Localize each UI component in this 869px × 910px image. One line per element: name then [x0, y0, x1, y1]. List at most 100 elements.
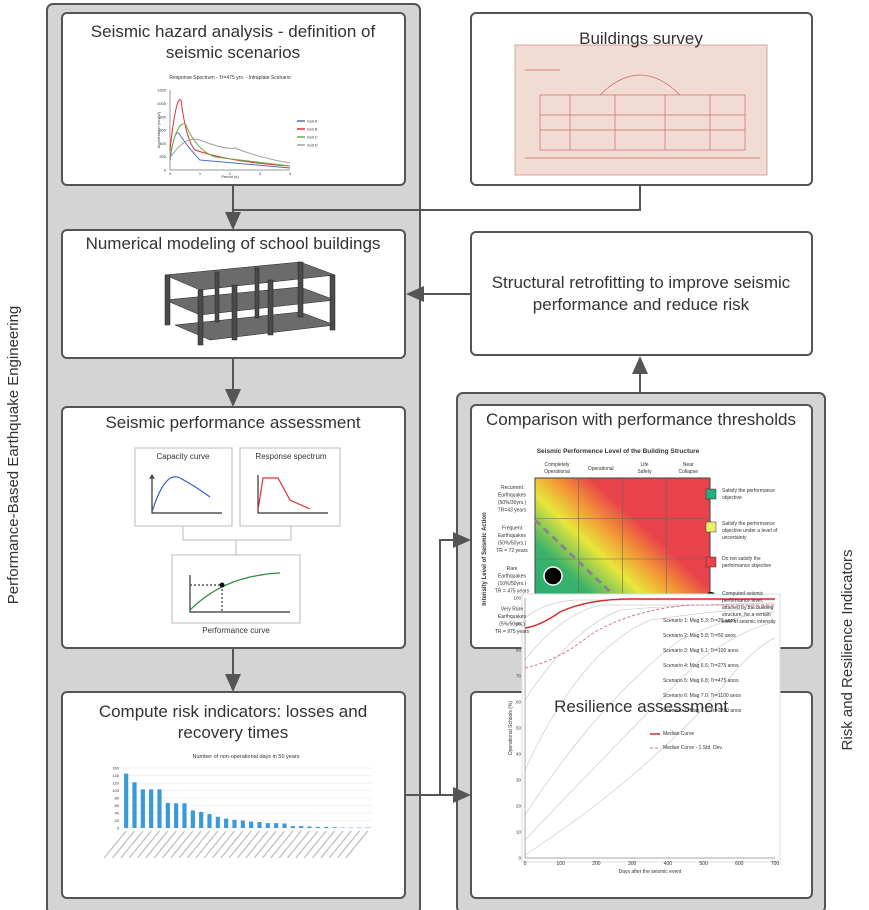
bar [216, 817, 220, 828]
axis-label: Days after the seismic event [619, 869, 682, 875]
axis-label: Intensity Level of Seismic Action [482, 512, 488, 606]
tick-label: 400 [159, 141, 166, 146]
bar [241, 821, 245, 829]
tick-label: 30 [516, 778, 522, 783]
resilience-chart [522, 594, 780, 862]
bar [291, 826, 295, 828]
bar [199, 812, 203, 828]
box-title: Buildings survey [579, 29, 703, 48]
matrix-title: Seismic Performence Level of the Buildin… [537, 448, 700, 455]
tick-label: 90 [516, 622, 522, 627]
tick-label: 400 [664, 861, 673, 867]
tick-label: 40 [115, 811, 120, 816]
legend-label: Soil C [307, 135, 318, 140]
box-title: Structural retrofitting to improve seism… [492, 273, 791, 292]
bar [274, 823, 278, 828]
tick-label: 800 [159, 114, 166, 119]
tick-label: 40 [516, 752, 522, 757]
row-label: (50%/30yrs.) [498, 500, 527, 506]
bar [266, 823, 270, 828]
tick-label: 500 [699, 861, 708, 867]
box-title: seismic scenarios [166, 43, 300, 62]
bar [124, 774, 128, 828]
bar [191, 810, 195, 828]
tick-label: 1200 [157, 88, 167, 93]
tick-label: 200 [592, 861, 601, 867]
tick-label: 100 [112, 788, 119, 793]
tick-label: 100 [557, 861, 566, 867]
bar [232, 820, 236, 828]
side-label: Performance-Based Earthquake Engineering [5, 306, 22, 605]
tick-label: 80 [115, 796, 120, 801]
blueprint [515, 45, 767, 175]
row-label: Recurrent [501, 485, 524, 491]
row-label: (5%/50yrs.) [499, 622, 525, 628]
tick-label: 50 [516, 726, 522, 731]
legend-label: Soil A [307, 119, 318, 124]
row-label: Earthquakes [498, 493, 527, 499]
legend-label: Scenario 5: Mag 6.8; Tr=475 anos [663, 678, 739, 684]
box-title: Numerical modeling of school buildings [86, 234, 381, 253]
box-title: Seismic hazard analysis - definition of [91, 22, 376, 41]
tick-label: 80 [516, 648, 522, 653]
tick-label: 200 [159, 154, 166, 159]
legend-label: Median Curve - 1 Std. Dev. [663, 745, 723, 751]
bar [282, 824, 286, 829]
legend-label: uncertainty [722, 535, 747, 541]
tick-label: 20 [115, 818, 120, 823]
page: {"side_labels":{"left":"Performance-Base… [0, 0, 869, 910]
panel-title: Response spectrum [255, 452, 326, 461]
bar [207, 814, 211, 828]
box-title: Comparison with performance thresholds [486, 410, 796, 429]
bar [166, 803, 170, 828]
bar [174, 803, 178, 828]
bar [224, 819, 228, 828]
panel-title: Capacity curve [157, 452, 210, 461]
tick-label: 100 [513, 596, 521, 601]
tick-label: 20 [516, 804, 522, 809]
row-label: Earthquakes [498, 533, 527, 539]
tick-label: 160 [112, 766, 119, 771]
chart-title: Number of non-operational days in 50 yea… [192, 754, 299, 760]
row-label: TR = 72 years [496, 548, 528, 554]
tick-label: 300 [628, 861, 637, 867]
column-label: Operational [544, 469, 570, 475]
row-label: Frequent [502, 526, 523, 532]
row-label: Earthquakes [498, 574, 527, 580]
legend-label: attained by the building [722, 605, 774, 611]
row-label: TR = 975 years [495, 629, 530, 635]
tick-label: 140 [112, 773, 119, 778]
bar [307, 827, 311, 829]
row-label: TR=43 years [498, 508, 527, 514]
bar [299, 826, 303, 828]
legend-label: Scenario 3: Mag 6.1; Tr=100 anos [663, 648, 739, 654]
column-label: Collapse [679, 469, 699, 475]
legend-label: Do not satisfy the [722, 556, 761, 562]
legend-label: Scenario 1: Mag 5.3; Tr=20 anos [663, 618, 736, 624]
row-label: (50%/50yrs.) [498, 541, 527, 547]
bar [141, 789, 145, 828]
bar [182, 803, 186, 828]
tick-label: 60 [115, 803, 120, 808]
diagram: 020406080100120140160 Performance-Based … [0, 0, 869, 910]
row-label: (10%/50yrs.) [498, 581, 527, 587]
legend-label: Scenario 7: Mag 7.1; Tr=2200 anos [663, 708, 742, 714]
tick-label: 700 [771, 861, 780, 867]
box-title: Seismic performance assessment [105, 413, 360, 432]
axis-label: Operational Schools (%) [508, 701, 514, 756]
bar [149, 789, 153, 828]
chart-text: Response Spectrum - Tr=475 yrs. - Intrap… [169, 75, 291, 81]
legend-label: Scenario 2: Mag 5.8; Tr=50 anos [663, 633, 736, 639]
legend-label: objective [722, 495, 742, 501]
tick-label: 70 [516, 674, 522, 679]
column-label: Safety [637, 469, 652, 475]
legend-label: Soil D [307, 143, 318, 148]
column-label: Near [683, 462, 694, 468]
legend-label: Computed seismic [722, 591, 764, 597]
bar [324, 827, 328, 828]
panel-title: Performance curve [202, 626, 270, 635]
legend-label: Scenario 4: Mag 6.6; Tr=275 anos [663, 663, 739, 669]
legend-label: Soil B [307, 127, 318, 132]
bar [157, 789, 161, 828]
legend-label: Satisfy the performance [722, 521, 775, 527]
